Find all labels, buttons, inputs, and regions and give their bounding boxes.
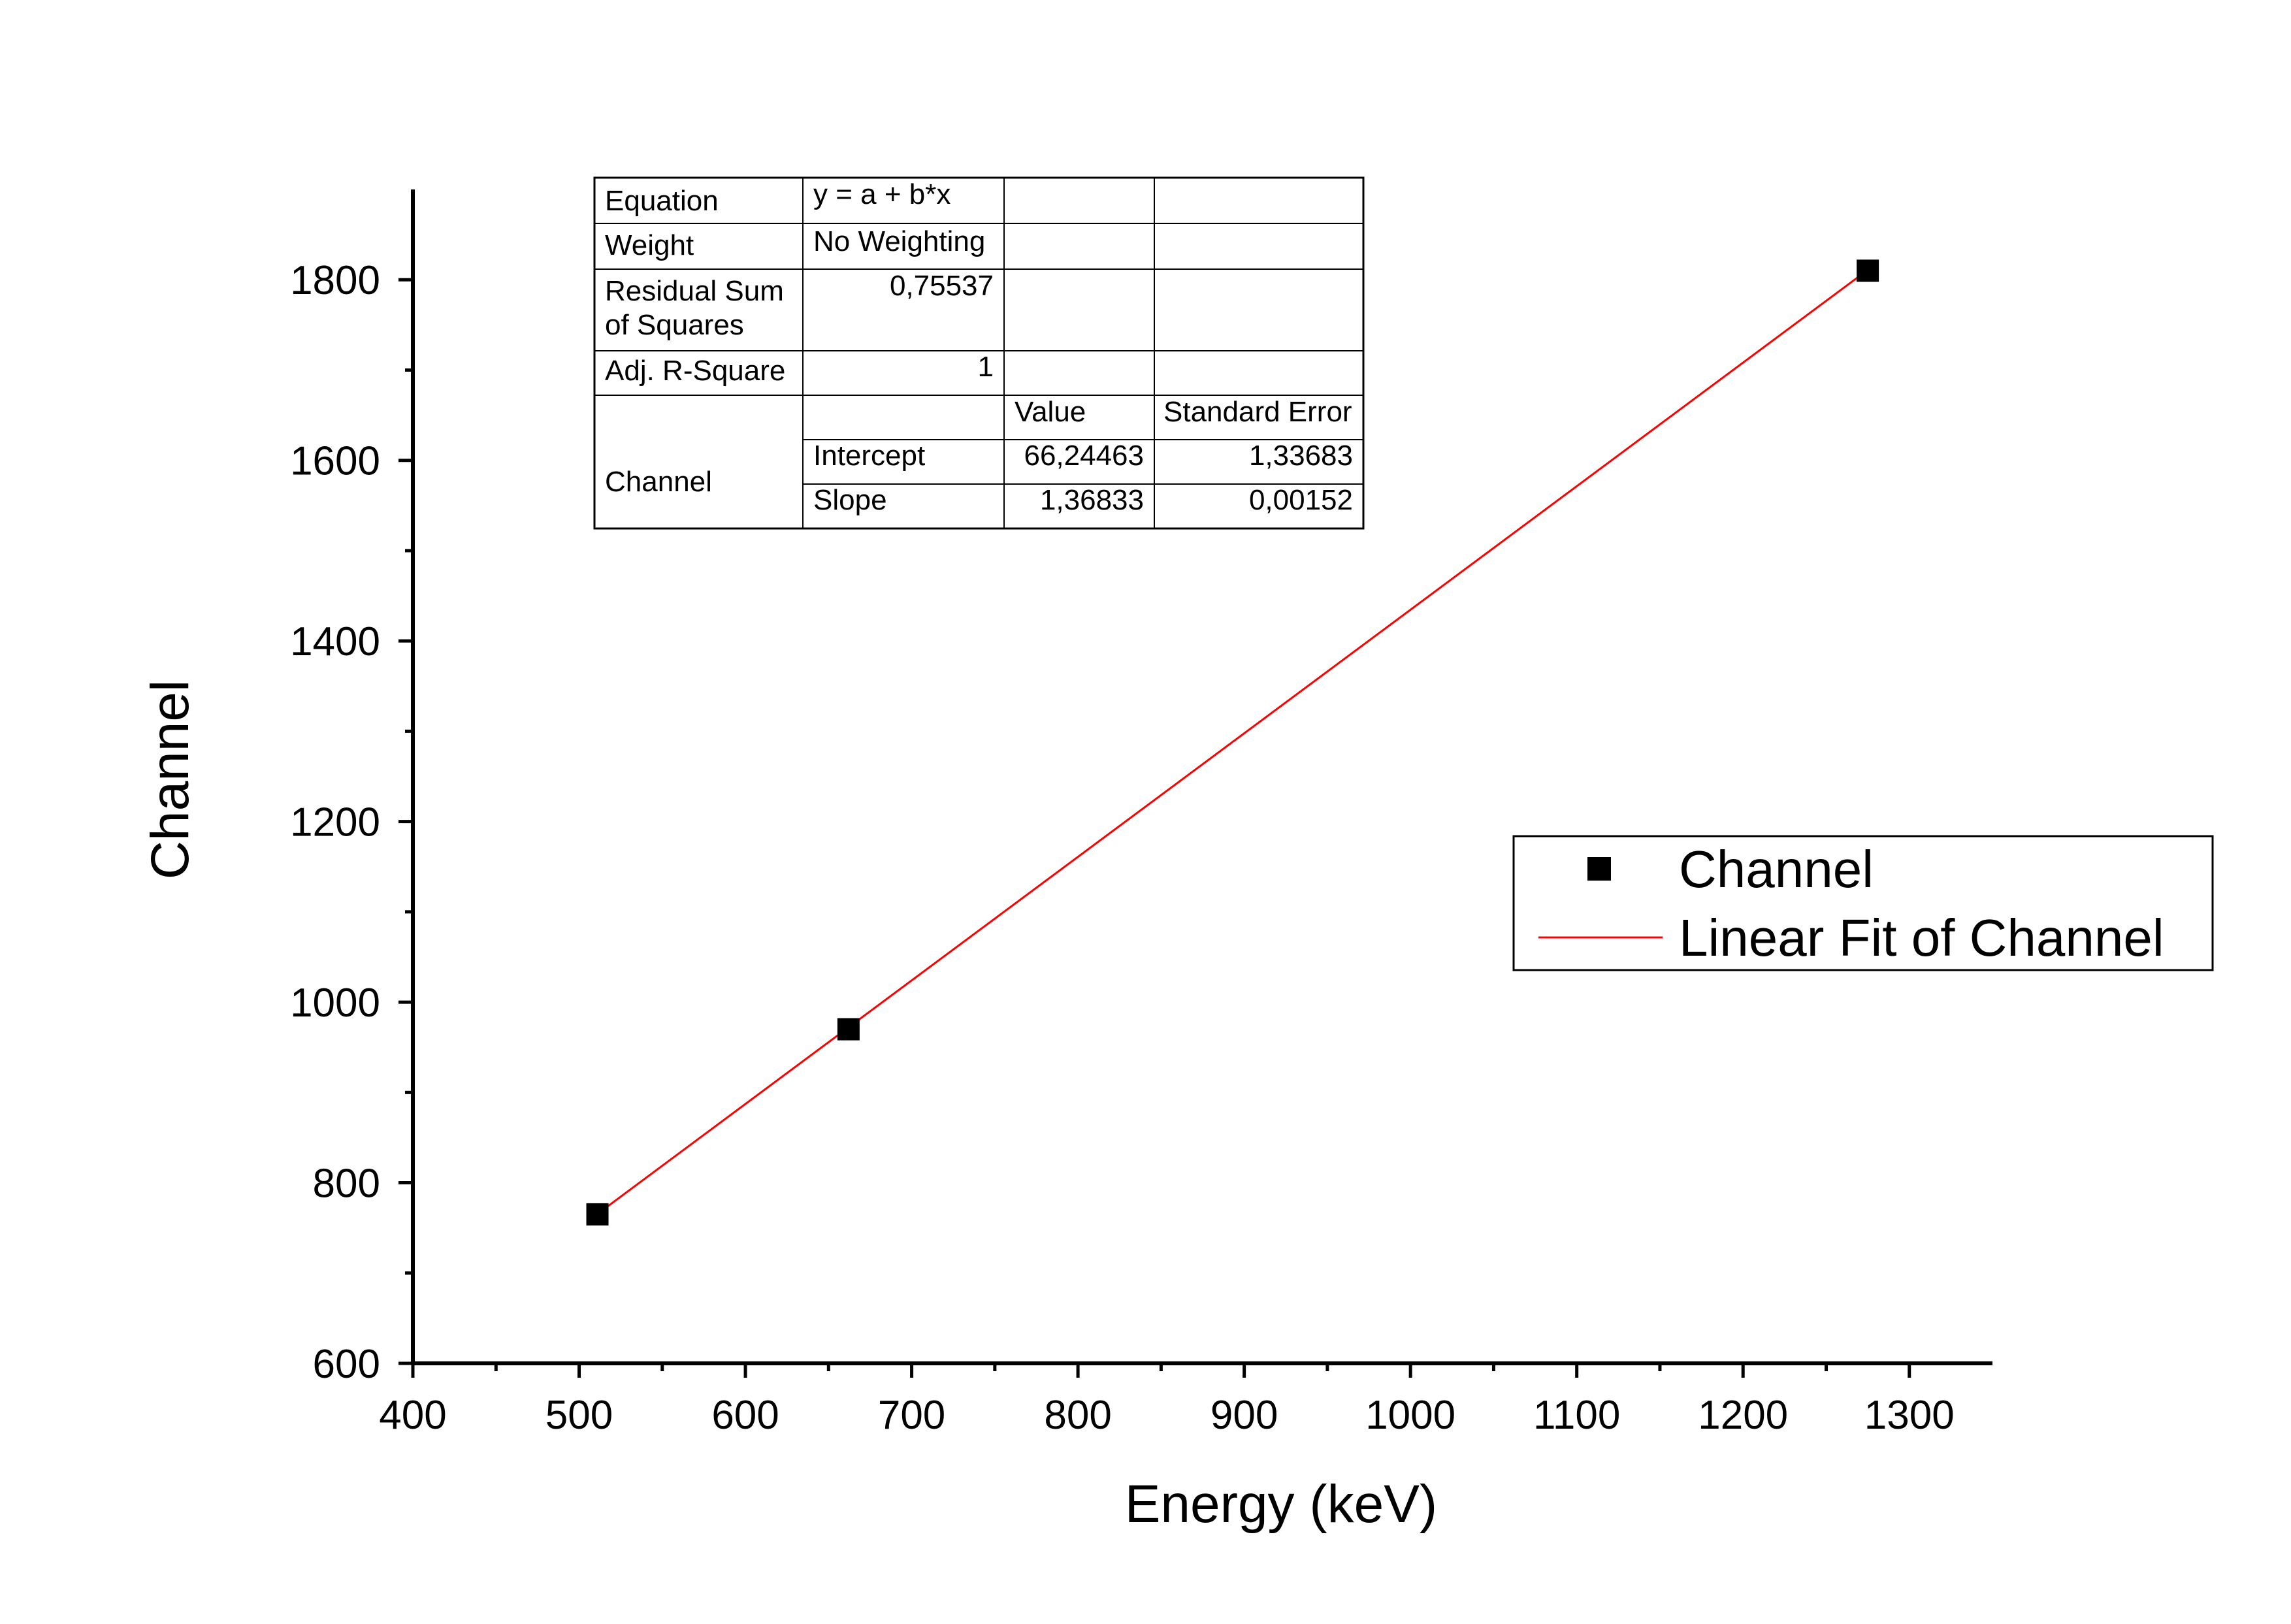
x-tick-label: 1000 [1365,1393,1455,1438]
y-tick-label: 1000 [290,981,380,1026]
x-tick-label: 400 [379,1393,446,1438]
data-point [837,1018,860,1041]
y-tick-label: 1200 [290,800,380,845]
fit-table-cell: y = a + b*x [813,178,951,210]
y-tick-label: 1400 [290,619,380,664]
fit-table-cell: of Squares [605,309,744,341]
legend-marker-channel [1587,857,1611,881]
fit-table-cell: Channel [605,466,712,498]
fit-table-cell: Value [1015,396,1086,428]
fit-table-cell: 0,00152 [1249,484,1353,516]
legend-box [1512,835,2214,971]
x-tick-label: 600 [711,1393,779,1438]
fit-table-cell: 1,36833 [1040,484,1144,516]
y-axis-title: Channel [140,680,200,879]
fit-table-cell: Adj. R-Square [605,355,785,387]
x-tick-label: 1100 [1533,1393,1620,1438]
x-tick-label: 1200 [1698,1393,1788,1438]
data-point [1857,259,1879,282]
legend-label-channel: Channel [1679,840,1874,898]
x-tick-label: 900 [1210,1393,1278,1438]
fit-table-cell: Standard Error [1163,396,1352,428]
fit-table-cell: 66,24463 [1024,440,1144,472]
x-tick-label: 800 [1044,1393,1111,1438]
y-tick-label: 800 [313,1161,380,1207]
fit-table-cell: 1 [978,351,994,383]
fit-table-cell: Intercept [813,440,925,472]
y-tick-label: 1800 [290,258,380,303]
fit-table-cell: Residual Sum [605,275,784,307]
y-tick-label: 1600 [290,439,380,484]
fit-line [596,269,1868,1215]
y-tick-label: 600 [313,1342,380,1387]
x-tick-label: 700 [878,1393,945,1438]
fit-table-cell: Slope [813,484,887,516]
x-tick-label: 1300 [1864,1393,1955,1438]
fit-table-cell: Equation [605,185,719,217]
fit-table-cell: Weight [605,229,694,261]
x-tick-label: 500 [545,1393,613,1438]
data-point [586,1203,609,1226]
x-axis-title: Energy (keV) [1125,1474,1438,1534]
fit-table-cell: 0,75537 [890,270,994,302]
fit-table-cell: 1,33683 [1249,440,1353,472]
legend-label-fit: Linear Fit of Channel [1679,909,2164,967]
fit-table-border [593,176,1365,530]
fit-table-cell: No Weighting [813,225,985,257]
